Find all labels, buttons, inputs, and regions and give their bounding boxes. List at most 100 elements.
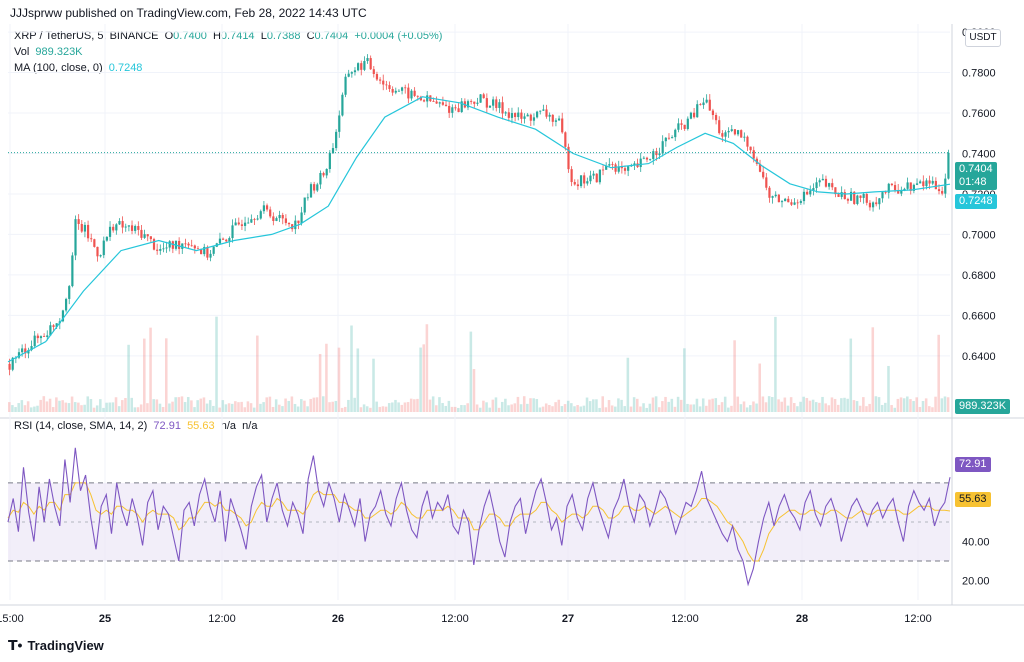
rsi-tag: 72.91	[955, 457, 991, 472]
rsi-sma-tag: 55.63	[955, 492, 991, 507]
time-tick-label: 12:00	[671, 613, 699, 625]
volume-legend: Vol 989.323K	[14, 46, 83, 58]
volume-bar	[849, 338, 853, 412]
volume-bar	[413, 399, 416, 412]
candle-body	[473, 101, 476, 104]
volume-bar	[679, 399, 683, 412]
volume-bar	[808, 400, 812, 412]
volume-bar	[736, 396, 740, 412]
volume-bar	[271, 406, 275, 412]
volume-bar	[516, 396, 520, 412]
candle-body	[620, 166, 623, 169]
volume-bar	[673, 406, 677, 412]
candle-body	[209, 253, 212, 258]
symbol-legend: XRP / TetherUS, 5, BINANCE O0.7400 H0.74…	[14, 30, 442, 42]
candle-body	[708, 99, 711, 111]
candle-body	[24, 348, 27, 354]
volume-bar	[158, 403, 162, 412]
volume-bar	[92, 407, 96, 412]
candle-body	[583, 175, 586, 184]
candle-body	[947, 152, 950, 179]
volume-bar	[444, 405, 447, 412]
candle-body	[526, 114, 529, 117]
candle-body	[96, 246, 99, 257]
volume-bar	[852, 400, 856, 412]
candle-body	[900, 190, 903, 194]
candle-body	[545, 109, 548, 117]
volume-bar	[453, 406, 457, 412]
candle-body	[11, 357, 14, 370]
published-header: JJJsprww published on TradingView.com, F…	[10, 6, 367, 20]
volume-bar	[708, 399, 711, 412]
volume-bar	[212, 405, 215, 412]
volume-bar	[161, 407, 165, 412]
volume-bar	[23, 405, 27, 412]
candle-body	[749, 146, 752, 151]
volume-bar	[846, 398, 849, 412]
candle-body	[605, 165, 608, 170]
candle-body	[535, 111, 539, 118]
volume-bar	[419, 347, 422, 412]
candle-body	[121, 221, 124, 228]
candle-body	[228, 238, 231, 242]
volume-bar	[723, 396, 727, 412]
rsi-legend: RSI (14, close, SMA, 14, 2) 72.91 55.63 …	[14, 420, 257, 432]
countdown-value: 01:48	[959, 176, 987, 188]
volume-bar	[529, 398, 532, 412]
candle-body	[382, 80, 385, 85]
rsi-tick-label: 40.00	[962, 536, 990, 548]
tradingview-logo-text: TradingView	[27, 638, 104, 653]
candle-body	[765, 177, 768, 188]
volume-bar	[563, 404, 567, 412]
candle-body	[865, 193, 868, 203]
candle-body	[319, 172, 322, 185]
volume-bar	[701, 398, 705, 412]
candle-body	[162, 248, 165, 250]
candle-body	[146, 234, 149, 237]
volume-bar	[698, 406, 702, 412]
volume-bar	[441, 403, 444, 412]
volume-bar	[171, 401, 174, 412]
volume-bar	[95, 405, 99, 412]
candle-body	[507, 112, 510, 118]
volume-bar	[350, 325, 353, 412]
volume-bar	[620, 399, 623, 412]
tradingview-logo[interactable]: 𝗧• TradingView	[8, 637, 104, 654]
volume-bar	[372, 358, 375, 412]
volume-bar	[86, 396, 90, 412]
candle-body	[21, 348, 24, 353]
volume-bar	[871, 327, 875, 412]
volume-bar	[318, 353, 322, 412]
candle-body	[49, 325, 52, 336]
candle-body	[714, 115, 718, 121]
volume-bar	[180, 396, 184, 412]
candle-body	[821, 178, 824, 181]
candle-body	[539, 110, 542, 112]
candle-body	[52, 325, 55, 327]
time-tick-label: 15:00	[0, 613, 24, 625]
candle-body	[140, 229, 143, 238]
volume-bar	[780, 401, 783, 412]
volume-bar	[347, 399, 350, 412]
candle-body	[649, 159, 652, 160]
candle-body	[360, 63, 363, 70]
volume-bar	[821, 396, 824, 412]
volume-bar	[293, 403, 297, 412]
volume-bar	[686, 403, 689, 412]
candle-body	[64, 298, 68, 311]
volume-bar	[924, 398, 928, 412]
candle-body	[696, 104, 699, 118]
candle-body	[514, 113, 517, 118]
volume-bar	[579, 406, 583, 412]
candle-body	[733, 129, 737, 135]
volume-bar	[538, 407, 542, 412]
rsi-na-2: n/a	[242, 420, 258, 432]
currency-button[interactable]: USDT	[965, 29, 1001, 47]
ma-legend: MA (100, close, 0) 0.7248	[14, 62, 142, 74]
candle-body	[724, 132, 727, 137]
candle-body	[743, 136, 746, 138]
volume-bar	[840, 398, 843, 412]
volume-bar	[786, 405, 790, 412]
volume-bar	[720, 402, 724, 412]
